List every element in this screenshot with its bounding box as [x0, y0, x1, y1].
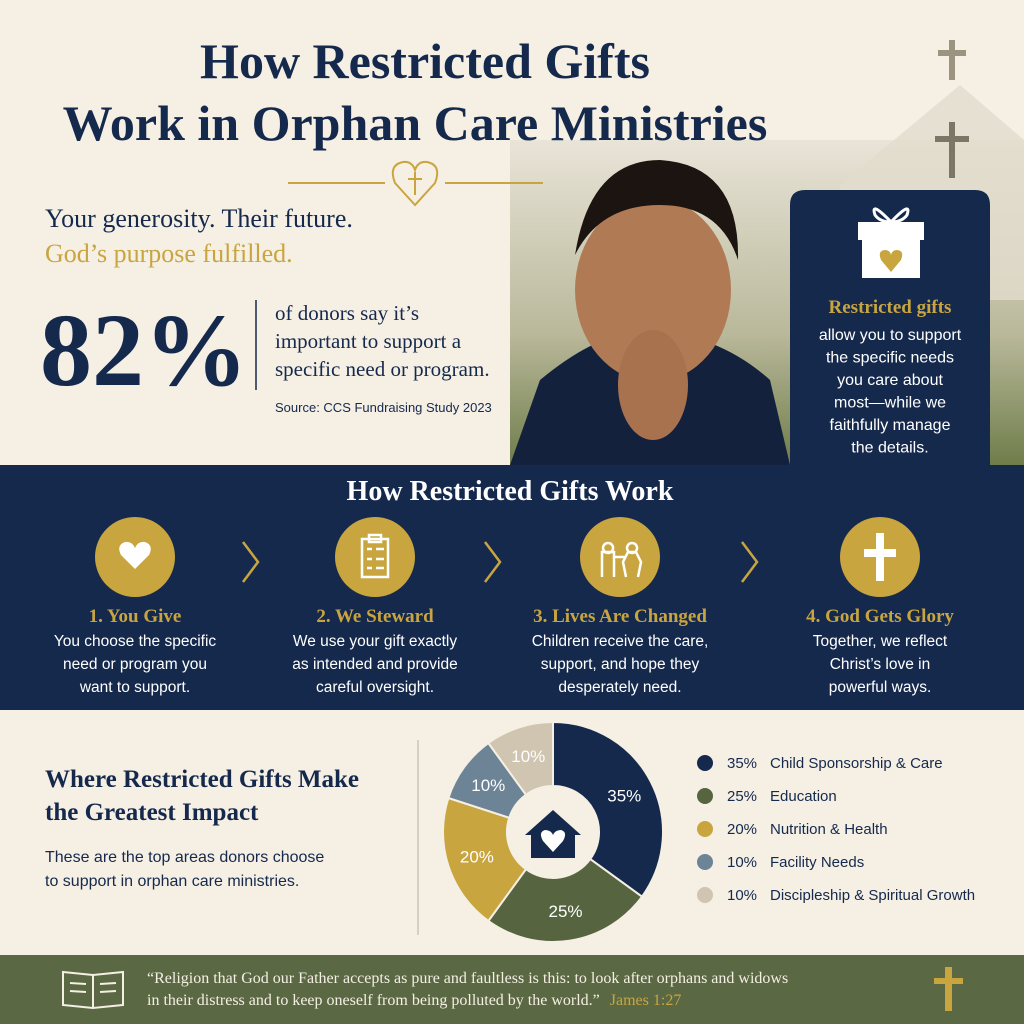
- legend-swatch: [697, 854, 713, 870]
- legend-label: Nutrition & Health: [770, 821, 888, 838]
- step-icon: [600, 541, 643, 578]
- cross-icon: [934, 967, 963, 1011]
- steps-title: How Restricted Gifts Work: [347, 476, 674, 507]
- house-icon: [525, 810, 581, 858]
- callout-title: Restricted gifts: [829, 297, 952, 318]
- step-text: We use your gift exactly: [293, 633, 458, 650]
- stat-text: important to support a: [275, 329, 462, 353]
- stat-text: of donors say it’s: [275, 301, 419, 325]
- legend-label: Education: [770, 788, 837, 805]
- divider: [288, 160, 543, 207]
- book-icon: [62, 970, 124, 1010]
- donut-slice: [486, 720, 554, 797]
- step-icon: [360, 533, 390, 579]
- impact-title: Where Restricted Gifts Make: [45, 766, 359, 793]
- slice-label: 25%: [548, 902, 582, 921]
- step-title: 1. You Give: [89, 606, 182, 627]
- legend-value: 10%: [727, 854, 757, 871]
- legend-swatch: [697, 788, 713, 804]
- slice-label: 10%: [511, 747, 545, 766]
- step-text: Children receive the care,: [532, 633, 709, 650]
- step-text: want to support.: [79, 679, 190, 696]
- step-text: Together, we reflect: [813, 633, 948, 650]
- source: Source: CCS Fundraising Study 2023: [275, 400, 492, 415]
- step-text: support, and hope they: [541, 656, 700, 673]
- stat-text: specific need or program.: [275, 357, 490, 381]
- tagline-accent: God’s purpose fulfilled.: [45, 239, 293, 268]
- impact-title: the Greatest Impact: [45, 799, 259, 826]
- callout-text: you care about: [837, 372, 943, 389]
- callout-text: the specific needs: [826, 350, 954, 367]
- stat-value: 82%: [40, 293, 248, 408]
- callout-box: [790, 190, 990, 465]
- legend-label: Facility Needs: [770, 854, 864, 871]
- impact-text: These are the top areas donors choose: [45, 849, 324, 866]
- legend-swatch: [697, 755, 713, 771]
- step-text: desperately need.: [558, 679, 681, 696]
- legend-label: Discipleship & Spiritual Growth: [770, 887, 975, 904]
- chevrons: [242, 541, 759, 583]
- footer-band: [0, 955, 1024, 1024]
- callout-text: allow you to support: [819, 327, 962, 344]
- legend-value: 20%: [727, 821, 757, 838]
- steps-band: [0, 465, 1024, 710]
- legend-swatch: [697, 887, 713, 903]
- donut-slice: [442, 796, 528, 923]
- step-text: powerful ways.: [829, 679, 932, 696]
- step-text: Christ’s love in: [830, 656, 931, 673]
- step-icon: [119, 541, 151, 569]
- title: Work in Orphan Care Ministries: [63, 95, 768, 151]
- impact-text: to support in orphan care ministries.: [45, 873, 299, 890]
- callout-text: most—while we: [834, 395, 946, 412]
- step-title: 4. God Gets Glory: [806, 606, 954, 627]
- title: How Restricted Gifts: [200, 33, 650, 89]
- step-title: 3. Lives Are Changed: [533, 606, 707, 627]
- quote: “Religion that God our Father accepts as…: [147, 970, 788, 987]
- step-icon: [864, 533, 896, 581]
- callout-text: faithfully manage: [830, 417, 951, 434]
- callout-text: the details.: [851, 440, 928, 457]
- step-text: careful oversight.: [316, 679, 434, 696]
- legend-value: 10%: [727, 887, 757, 904]
- legend-value: 25%: [727, 788, 757, 805]
- tagline: Your generosity. Their future.: [45, 204, 353, 233]
- step-text: as intended and provide: [292, 656, 457, 673]
- legend-value: 35%: [727, 755, 757, 772]
- quote: in their distress and to keep oneself fr…: [147, 992, 600, 1009]
- step-text: You choose the specific: [54, 633, 217, 650]
- donut-slice: [552, 720, 664, 899]
- slice-label: 10%: [471, 776, 505, 795]
- legend-label: Child Sponsorship & Care: [770, 755, 943, 772]
- legend-swatch: [697, 821, 713, 837]
- step-text: need or program you: [63, 656, 207, 673]
- slice-label: 35%: [607, 787, 641, 806]
- step-icon-circle: [335, 517, 415, 597]
- donut-slice: [486, 857, 644, 943]
- slice-label: 20%: [460, 848, 494, 867]
- gift-icon: [858, 207, 924, 278]
- step-title: 2. We Steward: [316, 606, 434, 627]
- quote-reference: James 1:27: [610, 992, 682, 1009]
